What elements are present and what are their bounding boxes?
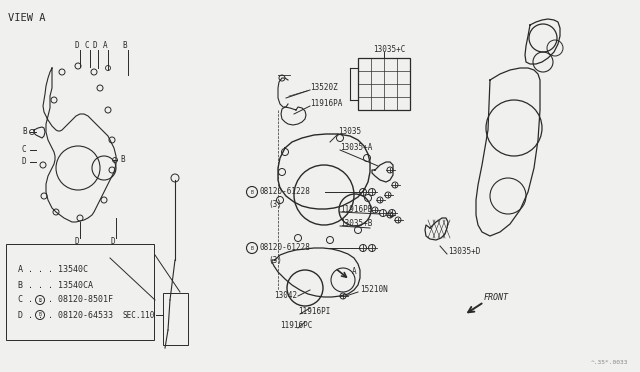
Text: 08120-61228: 08120-61228 <box>260 244 311 253</box>
Text: 13035+C: 13035+C <box>373 45 405 55</box>
Text: A . . . 13540C: A . . . 13540C <box>18 266 88 275</box>
Text: C . . . 08120-8501F: C . . . 08120-8501F <box>18 295 113 305</box>
Text: D: D <box>75 237 79 247</box>
Text: B: B <box>38 298 42 302</box>
Bar <box>163 293 188 345</box>
Text: FRONT: FRONT <box>484 294 509 302</box>
Text: D: D <box>93 42 97 51</box>
Text: B: B <box>251 246 253 250</box>
Bar <box>358 58 410 110</box>
Text: 13035+D: 13035+D <box>448 247 481 257</box>
Text: 13042: 13042 <box>274 292 297 301</box>
Text: B: B <box>251 189 253 195</box>
Text: D . . . 08120-64533: D . . . 08120-64533 <box>18 311 113 320</box>
Text: 13035+A: 13035+A <box>340 144 372 153</box>
Bar <box>6 244 154 340</box>
Text: (3): (3) <box>268 199 282 208</box>
Text: A: A <box>352 267 356 276</box>
Text: VIEW A: VIEW A <box>8 13 45 23</box>
Text: B: B <box>123 42 127 51</box>
Text: 11916PA: 11916PA <box>310 99 342 109</box>
Text: 08120-61228: 08120-61228 <box>260 187 311 196</box>
Text: B: B <box>38 312 42 317</box>
Text: 13035+B: 13035+B <box>340 219 372 228</box>
Text: 11916PC: 11916PC <box>280 321 312 330</box>
Text: ^.35*.0033: ^.35*.0033 <box>591 359 628 365</box>
Text: (3): (3) <box>268 256 282 264</box>
Text: 13520Z: 13520Z <box>310 83 338 93</box>
Text: D: D <box>75 42 79 51</box>
Text: D: D <box>111 237 115 247</box>
Text: 15210N: 15210N <box>360 285 388 295</box>
Text: 11916PB: 11916PB <box>340 205 372 215</box>
Text: 13035: 13035 <box>338 128 361 137</box>
Text: B . . . 13540CA: B . . . 13540CA <box>18 280 93 289</box>
Text: A: A <box>102 42 108 51</box>
Text: 11916PI: 11916PI <box>298 308 330 317</box>
Text: D: D <box>22 157 27 167</box>
Text: B: B <box>22 128 27 137</box>
Text: SEC.110: SEC.110 <box>123 311 155 320</box>
Text: C: C <box>22 145 27 154</box>
Text: B: B <box>120 155 125 164</box>
Text: C: C <box>84 42 90 51</box>
